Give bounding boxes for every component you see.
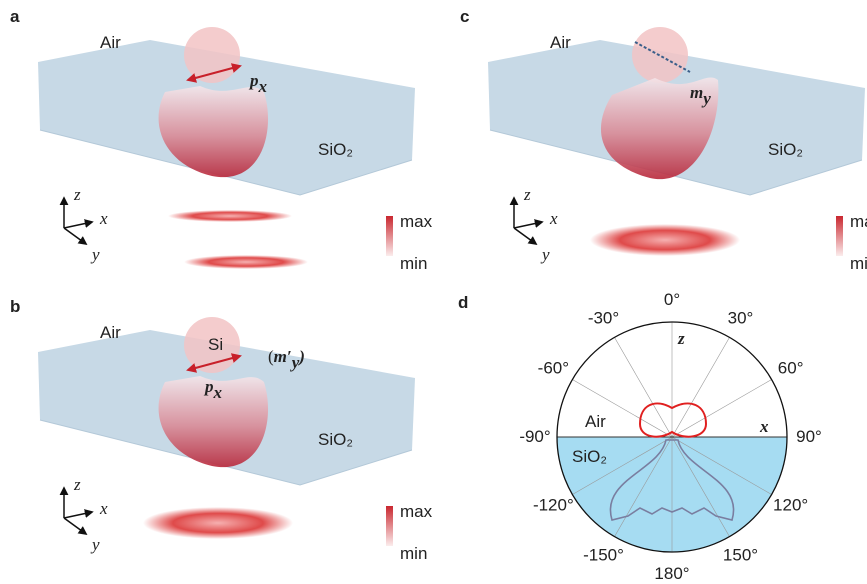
dipole-sub: y (701, 89, 711, 108)
polar-substrate: SiO₂ (572, 447, 607, 466)
polar-z: z (677, 329, 685, 348)
air-label: Air (100, 33, 121, 52)
axis-arrow (64, 222, 92, 228)
si-particle (184, 27, 240, 83)
angle-label: -90° (519, 427, 550, 446)
far-field (143, 507, 293, 539)
polar-x: x (759, 417, 769, 436)
angle-label: 150° (723, 546, 758, 565)
colorbar (386, 216, 393, 256)
axis-arrow (64, 512, 92, 518)
substrate-label: SiO₂ (768, 140, 803, 159)
colorbar-max: max (400, 212, 433, 231)
figure: aAirSiO₂pxzxymaxminbAirSiO₂Sipx(m′y)zxym… (0, 0, 867, 584)
angle-label: -120° (533, 496, 574, 515)
dipole-base: m′ (274, 347, 292, 366)
axis-x: x (99, 209, 108, 228)
colorbar-max: max (400, 502, 433, 521)
axis-arrow (64, 228, 86, 244)
angle-label: -30° (588, 308, 619, 327)
panel-label: d (458, 293, 468, 312)
colorbar-min: min (400, 254, 427, 273)
dipole-base: p (203, 377, 214, 396)
angle-label: -60° (538, 359, 569, 378)
panel: cAirSiO₂myzxymaxmin (460, 7, 867, 273)
colorbar (386, 506, 393, 546)
axis-y: y (540, 245, 550, 264)
far-field (590, 224, 740, 256)
panel-label: b (10, 297, 20, 316)
colorbar-max: max (850, 212, 867, 231)
angle-label: 60° (778, 359, 804, 378)
angle-label: 120° (773, 496, 808, 515)
axis-arrow (514, 228, 536, 244)
angle-label: 180° (654, 564, 689, 583)
colorbar (836, 216, 843, 256)
polar-air: Air (585, 412, 606, 431)
air-label: Air (100, 323, 121, 342)
far-field (168, 210, 292, 222)
axis-z: z (73, 185, 81, 204)
angle-label: -150° (583, 546, 624, 565)
axis-x: x (549, 209, 558, 228)
polar-panel: d 0° 30° 60° 90° 120° 150° 180° -150° -120° -90° -6… (458, 290, 822, 583)
axis-z: z (523, 185, 531, 204)
air-label: Air (550, 33, 571, 52)
dipole-base: m (690, 83, 703, 102)
axis-y: y (90, 535, 100, 554)
air-pattern (640, 403, 706, 436)
axis-y: y (90, 245, 100, 264)
angle-label: 0° (664, 290, 680, 309)
dipole-sub: x (213, 383, 223, 402)
substrate-label: SiO₂ (318, 430, 353, 449)
angle-label: 90° (796, 427, 822, 446)
substrate-label: SiO₂ (318, 140, 353, 159)
dipole-base: p (248, 71, 259, 90)
far-field (184, 255, 308, 269)
si-label: Si (208, 335, 223, 354)
axis-z: z (73, 475, 81, 494)
colorbar-min: min (850, 254, 867, 273)
axis-arrow (514, 222, 542, 228)
axis-x: x (99, 499, 108, 518)
angle-label: 30° (728, 308, 754, 327)
panel-label: c (460, 7, 469, 26)
axis-arrow (64, 518, 86, 534)
colorbar-min: min (400, 544, 427, 563)
dipole-suffix: ) (297, 347, 305, 366)
dipole-sub: x (258, 77, 268, 96)
si-particle (632, 27, 688, 83)
dipole-sub: y (290, 353, 300, 372)
panel-label: a (10, 7, 20, 26)
